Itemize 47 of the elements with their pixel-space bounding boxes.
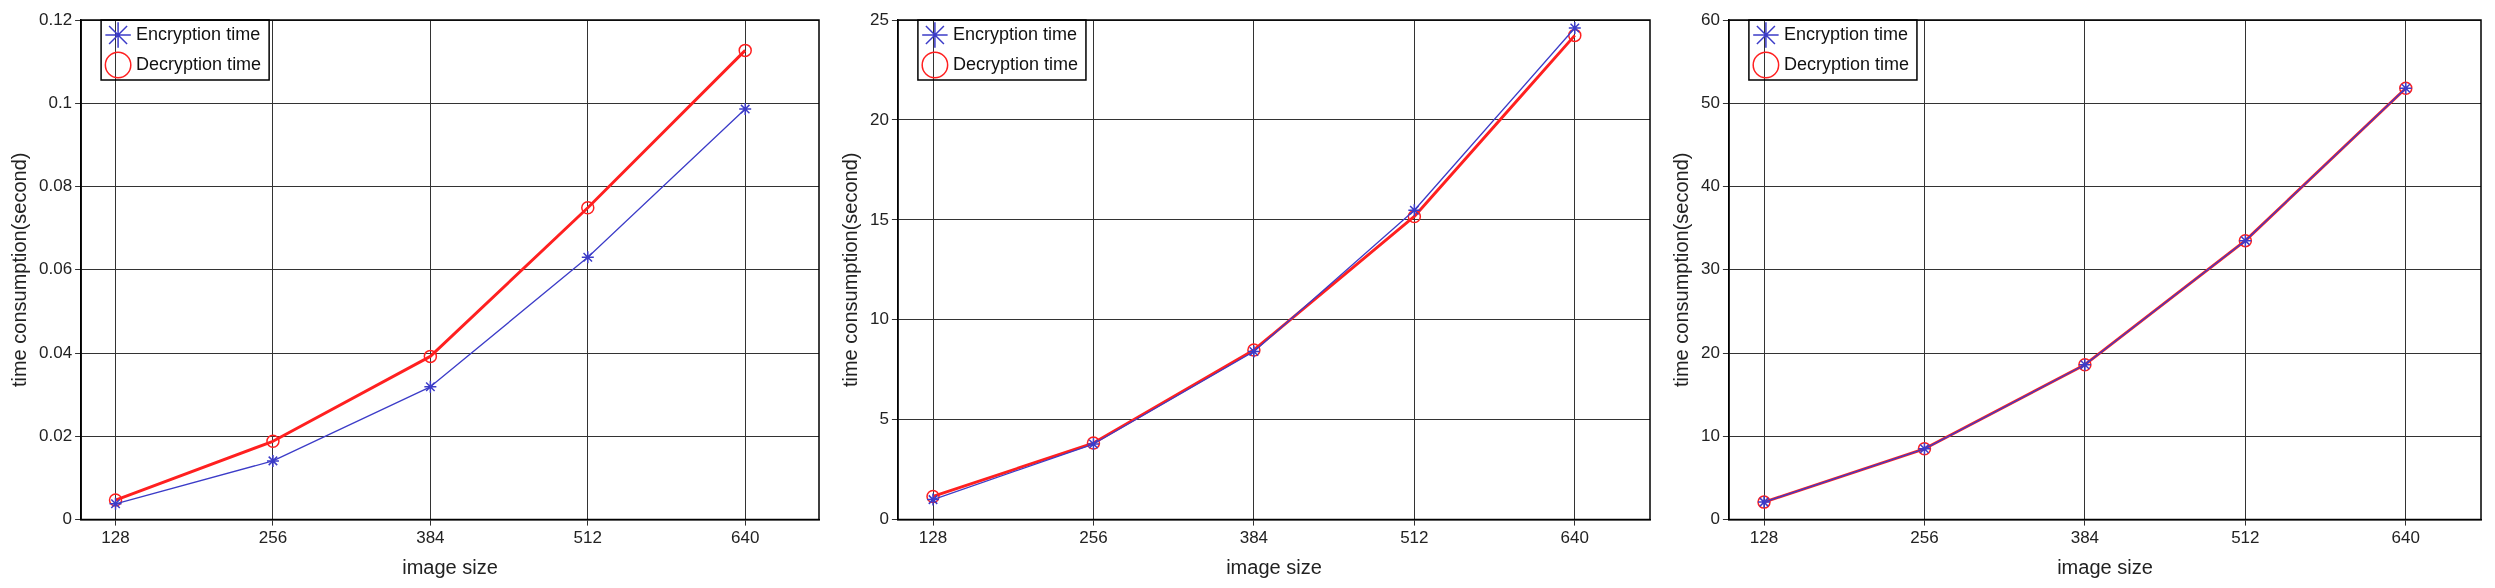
y-tick-label: 25 <box>869 9 889 29</box>
legend-label: Encryption time <box>136 23 261 44</box>
y-axis-title: time consumption(second) <box>7 152 30 388</box>
legend-label: Decryption time <box>136 53 262 74</box>
x-tick-label: 128 <box>918 528 948 548</box>
x-tick-label: 384 <box>416 528 445 548</box>
y-tick-label: 50 <box>1700 92 1720 112</box>
x-tick-label: 512 <box>1400 528 1429 548</box>
y-tick-label: 20 <box>869 109 889 129</box>
y-tick-label: 0.04 <box>38 342 73 362</box>
y-tick-label: 0.08 <box>38 176 73 196</box>
x-tick-label: 256 <box>258 528 288 548</box>
y-tick-label: 15 <box>869 209 889 229</box>
x-tick-label: 256 <box>1910 528 1939 548</box>
y-tick-label: 30 <box>1700 259 1720 279</box>
legend-label: Encryption time <box>1783 23 1908 44</box>
x-axis-title: image size <box>2057 555 2153 578</box>
x-tick-label: 640 <box>731 528 760 548</box>
y-tick-label: 20 <box>1700 342 1720 362</box>
y-tick-label: 10 <box>869 309 889 329</box>
legend-label: Encryption time <box>952 23 1077 44</box>
y-tick-label: 10 <box>1700 426 1720 446</box>
y-tick-label: 0.12 <box>38 9 73 29</box>
y-tick-label: 0.1 <box>48 92 73 112</box>
x-tick-label: 384 <box>2070 528 2100 548</box>
y-axis-title: time consumption(second) <box>1669 152 1692 388</box>
x-tick-label: 640 <box>2391 528 2420 548</box>
y-tick-label: 60 <box>1700 9 1720 29</box>
legend-label: Decryption time <box>1783 53 1909 74</box>
x-axis-title: image size <box>402 555 498 578</box>
x-tick-label: 256 <box>1079 528 1108 548</box>
y-axis-title: time consumption(second) <box>838 152 861 388</box>
y-tick-label: 0 <box>62 509 73 529</box>
x-tick-label: 512 <box>573 528 602 548</box>
y-tick-label: 40 <box>1700 176 1720 196</box>
y-tick-label: 0.06 <box>38 259 73 279</box>
x-tick-label: 128 <box>1749 528 1779 548</box>
legend-label: Decryption time <box>952 53 1078 74</box>
x-axis-title: image size <box>1226 555 1322 578</box>
x-tick-label: 512 <box>2231 528 2260 548</box>
x-tick-label: 128 <box>101 528 130 548</box>
y-tick-label: 0.02 <box>38 426 73 446</box>
y-tick-label: 0 <box>879 509 889 529</box>
y-tick-label: 0 <box>1710 509 1720 529</box>
y-tick-label: 5 <box>879 409 889 429</box>
x-tick-label: 384 <box>1239 528 1269 548</box>
x-tick-label: 640 <box>1560 528 1589 548</box>
